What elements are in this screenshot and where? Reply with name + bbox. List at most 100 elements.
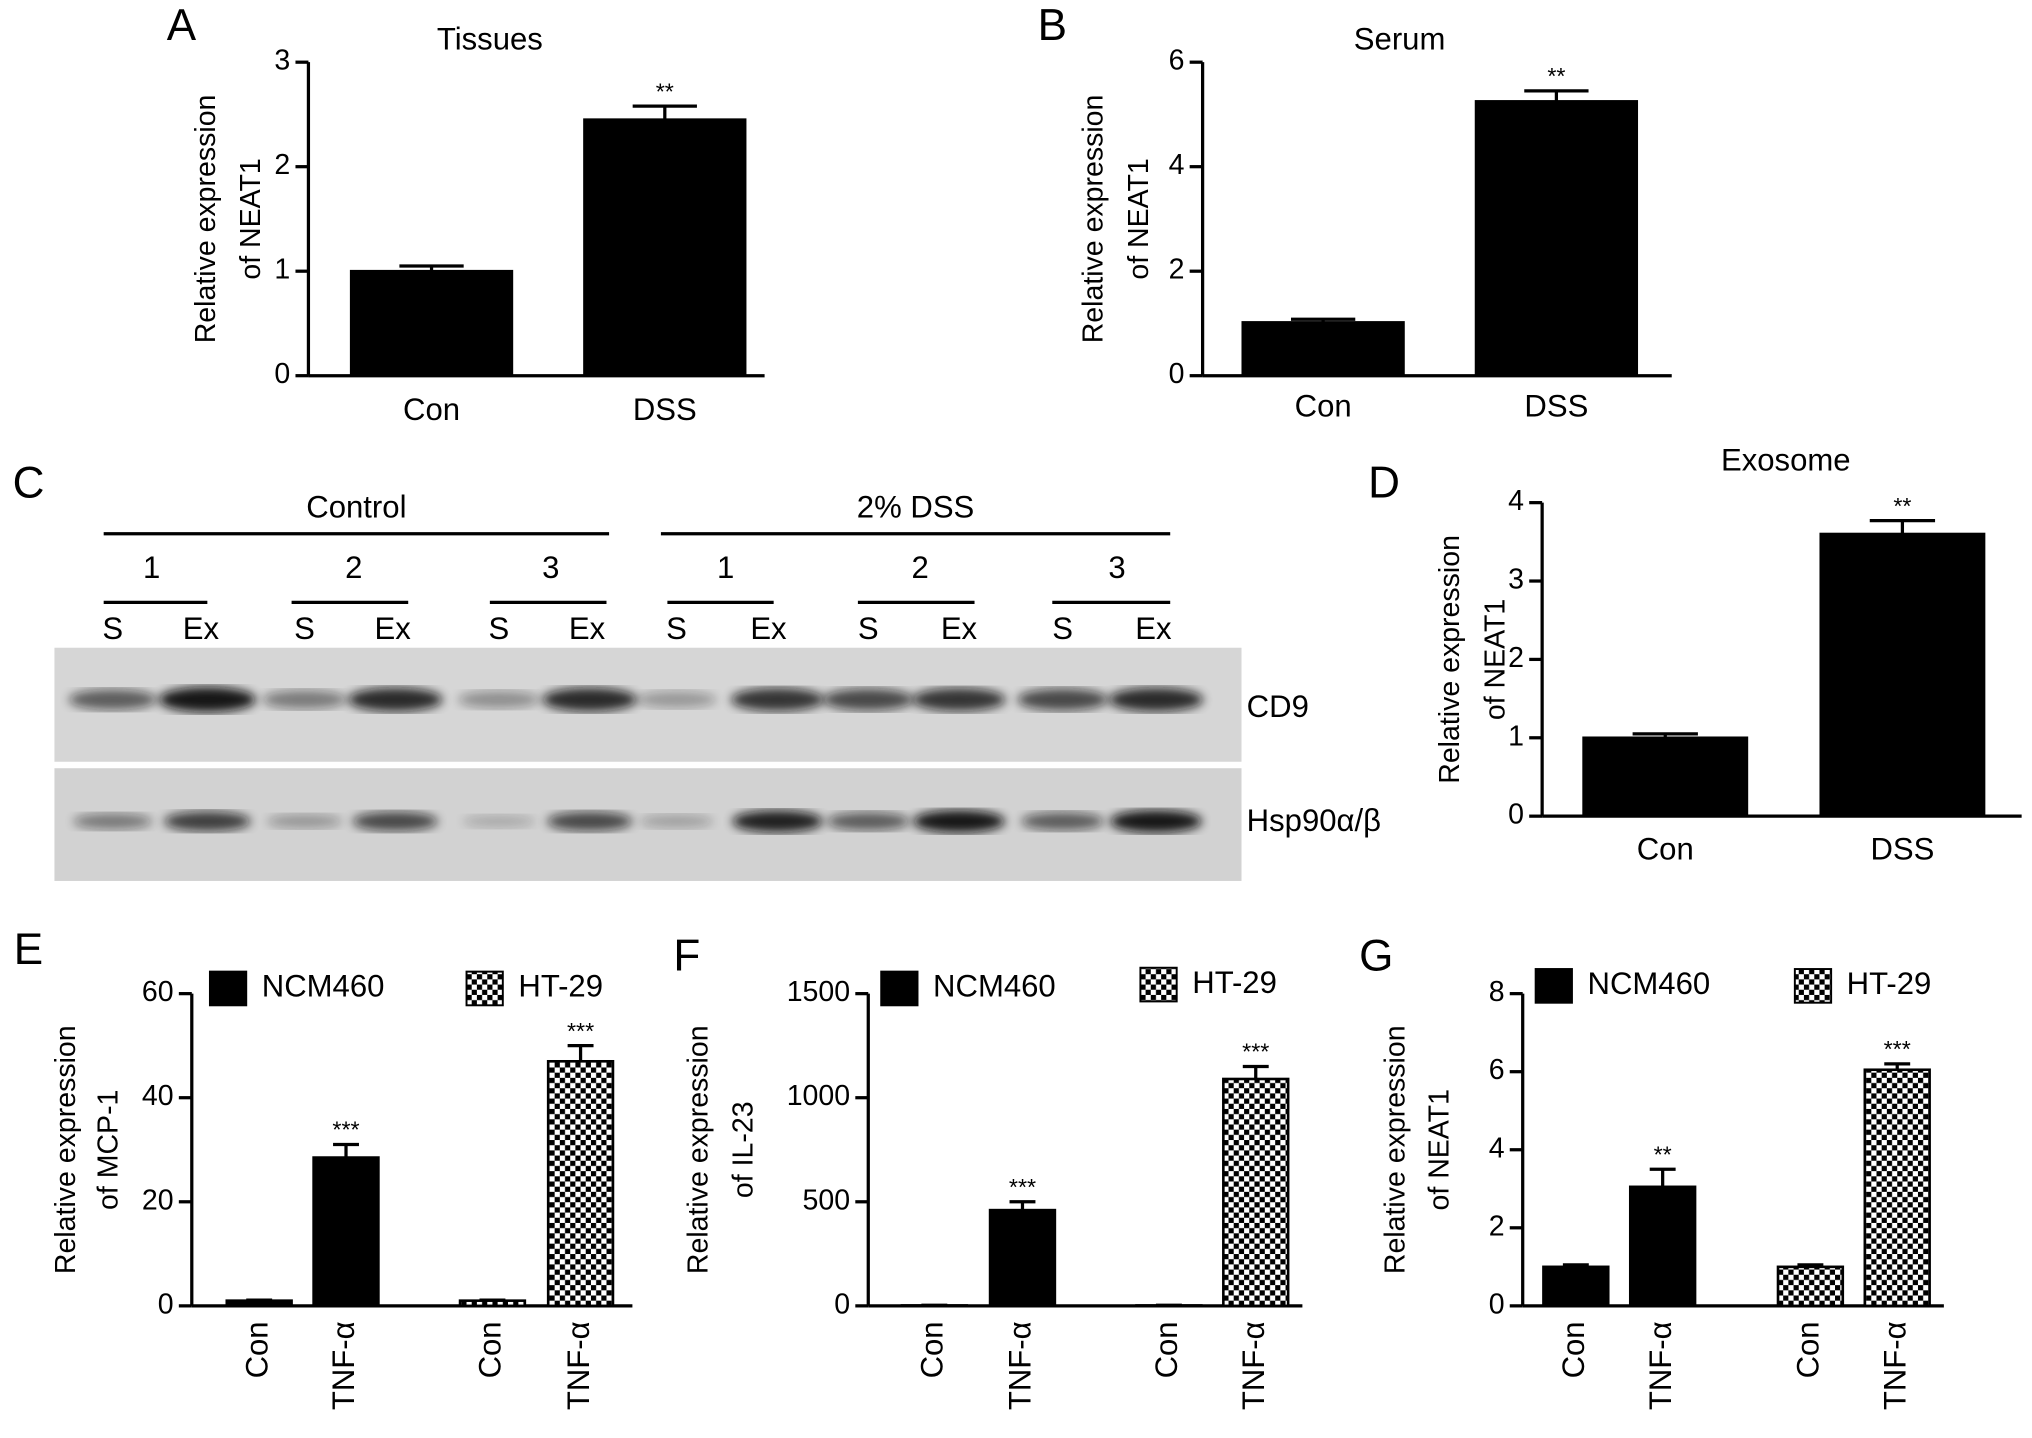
y-tick-label: 8 [1489,976,1505,1008]
x-tick-label: Con [1637,831,1694,866]
sample-label: 1 [717,550,734,585]
y-axis-label: Relative expression [190,95,222,344]
band [912,810,1005,833]
band [636,691,717,708]
panel-letter: F [673,931,700,980]
x-tick-label: TNF-α [1877,1321,1912,1410]
y-tick-label: 1000 [787,1080,850,1112]
bar [1863,1068,1931,1308]
band [163,811,251,832]
x-tick-label: Con [1149,1321,1184,1378]
significance: *** [567,1018,594,1044]
band [158,686,256,713]
y-tick-label: 40 [142,1080,174,1112]
significance: ** [1654,1141,1672,1167]
y-tick-label: 20 [142,1184,174,1216]
y-tick-label: 0 [158,1288,174,1320]
y-tick-label: 500 [803,1184,851,1216]
bar [1241,321,1405,377]
lane-label: S [666,611,687,646]
lane-label: Ex [750,611,787,646]
band [1021,812,1105,831]
bar [458,1299,527,1308]
panel-letter: G [1359,931,1393,980]
sample-label: 2 [345,550,362,585]
band [730,687,825,712]
legend-label: HT-29 [518,969,603,1004]
x-tick-label: DSS [1524,388,1588,423]
sample-label: 3 [542,550,559,585]
y-axis-label: Relative expression [1078,95,1110,344]
y-axis-label: of NEAT1 [235,158,267,279]
x-tick-label: TNF-α [561,1321,596,1410]
bar [546,1059,615,1308]
y-axis-label: of NEAT1 [1123,158,1155,279]
y-tick-label: 0 [1508,799,1524,831]
y-tick-label: 1 [1508,720,1524,752]
lane-label: S [1052,611,1073,646]
panel-letter: C [13,458,45,507]
y-tick-label: 1500 [787,976,850,1008]
lane-label: S [294,611,315,646]
legend-label: HT-29 [1192,965,1277,1000]
band [542,687,637,712]
bar [583,118,747,377]
band [266,814,343,829]
y-axis-label: of NEAT1 [1479,599,1511,720]
significance: *** [1009,1174,1036,1200]
x-tick-label: TNF-α [1003,1321,1038,1410]
significance: ** [656,78,674,104]
lane-label: Ex [183,611,220,646]
y-axis-label: Relative expression [1380,1025,1412,1274]
x-tick-label: TNF-α [1643,1321,1678,1410]
y-tick-label: 4 [1169,149,1185,181]
lane-label: Ex [569,611,606,646]
band [347,687,443,712]
lane-label: Ex [375,611,412,646]
legend-label: NCM460 [262,969,385,1004]
band [352,811,439,832]
chart-title: Tissues [437,22,543,57]
y-tick-label: 6 [1489,1054,1505,1086]
bar [1776,1265,1845,1308]
lane-label: S [489,611,510,646]
band [826,812,910,831]
panel-letter: D [1368,458,1400,507]
y-tick-label: 6 [1169,45,1185,77]
x-tick-label: Con [1295,388,1352,423]
bar [988,1208,1057,1308]
sample-label: 3 [1108,550,1125,585]
band [262,690,347,709]
band [639,814,714,829]
sample-label: 1 [143,550,160,585]
band-label: CD9 [1247,689,1309,724]
y-tick-label: 0 [1489,1288,1505,1320]
band [73,813,153,830]
x-tick-label: Con [403,392,460,427]
x-tick-label: Con [473,1321,508,1378]
lane-label: Ex [941,611,978,646]
band [1017,688,1109,711]
x-tick-label: TNF-α [1236,1321,1271,1410]
legend-swatch [1139,966,1178,1003]
y-tick-label: 4 [1489,1132,1505,1164]
significance: *** [1242,1039,1269,1065]
x-tick-label: DSS [1870,831,1934,866]
y-tick-label: 2 [274,149,290,181]
y-tick-label: 1 [274,254,290,286]
panel-letter: A [167,1,197,50]
group-label: 2% DSS [857,489,974,524]
band [732,810,823,833]
legend-swatch [1534,968,1573,1004]
x-tick-label: Con [239,1321,274,1378]
panel-letter: B [1038,1,1067,50]
legend-swatch [1793,968,1833,1004]
bar [349,269,514,377]
significance: *** [1884,1036,1911,1062]
y-tick-label: 0 [834,1288,850,1320]
sample-label: 2 [911,550,928,585]
bar [225,1299,293,1308]
bar [1628,1185,1697,1308]
significance: *** [332,1117,359,1143]
